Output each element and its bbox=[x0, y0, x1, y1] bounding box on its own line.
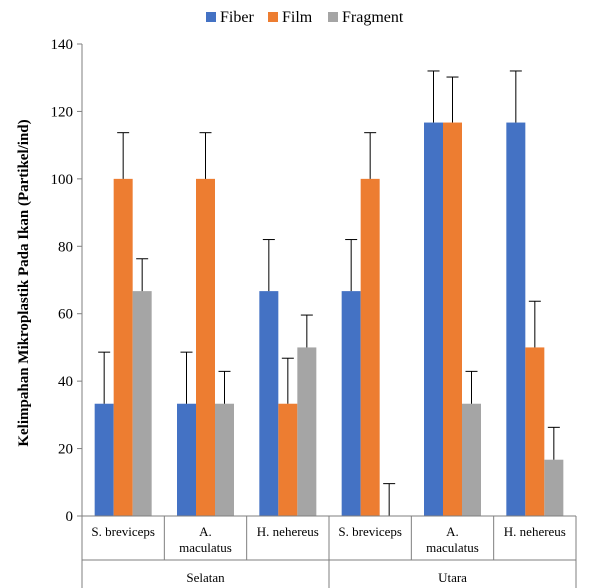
bar bbox=[113, 178, 133, 516]
y-tick-label: 120 bbox=[51, 104, 74, 120]
y-tick-label: 140 bbox=[51, 37, 74, 53]
bar bbox=[544, 459, 564, 516]
bar bbox=[506, 122, 526, 516]
legend-swatch bbox=[206, 12, 216, 22]
y-tick-label: 100 bbox=[51, 172, 74, 188]
legend-swatch bbox=[268, 12, 278, 22]
series-fragment bbox=[132, 258, 564, 516]
y-tick-label: 60 bbox=[58, 307, 73, 323]
bar bbox=[341, 291, 361, 516]
y-tick-label: 80 bbox=[58, 239, 73, 255]
bar bbox=[424, 122, 443, 516]
category-label: S. breviceps bbox=[338, 524, 402, 539]
bar bbox=[462, 403, 481, 516]
y-tick-label: 20 bbox=[58, 442, 73, 458]
group-label: Utara bbox=[438, 570, 467, 585]
bar bbox=[259, 291, 279, 516]
legend-item: Fragment bbox=[328, 9, 404, 26]
bar bbox=[132, 291, 152, 516]
legend-label: Fragment bbox=[342, 9, 404, 26]
group-label: Selatan bbox=[186, 570, 225, 585]
bar bbox=[360, 178, 380, 516]
legend-label: Fiber bbox=[220, 9, 254, 26]
legend-swatch bbox=[328, 12, 338, 22]
category-label: maculatus bbox=[426, 540, 479, 555]
bar bbox=[278, 403, 298, 516]
bars bbox=[94, 70, 564, 516]
y-tick-label: 40 bbox=[58, 374, 73, 390]
bar bbox=[94, 403, 114, 516]
bar bbox=[525, 347, 545, 516]
legend-label: Film bbox=[282, 9, 313, 26]
bar bbox=[443, 122, 462, 516]
bar bbox=[196, 178, 215, 516]
y-tick-label: 0 bbox=[66, 509, 74, 525]
category-label: H. nehereus bbox=[257, 524, 319, 539]
legend: Fiber Film Fragment bbox=[206, 9, 404, 26]
category-label: maculatus bbox=[179, 540, 232, 555]
category-label: A. bbox=[199, 524, 212, 539]
category-label: S. breviceps bbox=[91, 524, 155, 539]
legend-item: Film bbox=[268, 9, 313, 26]
category-label: H. nehereus bbox=[504, 524, 566, 539]
bar bbox=[215, 403, 234, 516]
bar bbox=[177, 403, 196, 516]
category-label: A. bbox=[446, 524, 459, 539]
series-film bbox=[113, 76, 545, 516]
series-fiber bbox=[94, 70, 526, 516]
legend-item: Fiber bbox=[206, 9, 254, 26]
y-axis: 0 20 40 60 80 100 120 140 bbox=[51, 37, 83, 525]
bar bbox=[297, 347, 317, 516]
y-axis-label: Kelimpahan Mikroplastik Pada Ikan (Parti… bbox=[16, 119, 32, 446]
